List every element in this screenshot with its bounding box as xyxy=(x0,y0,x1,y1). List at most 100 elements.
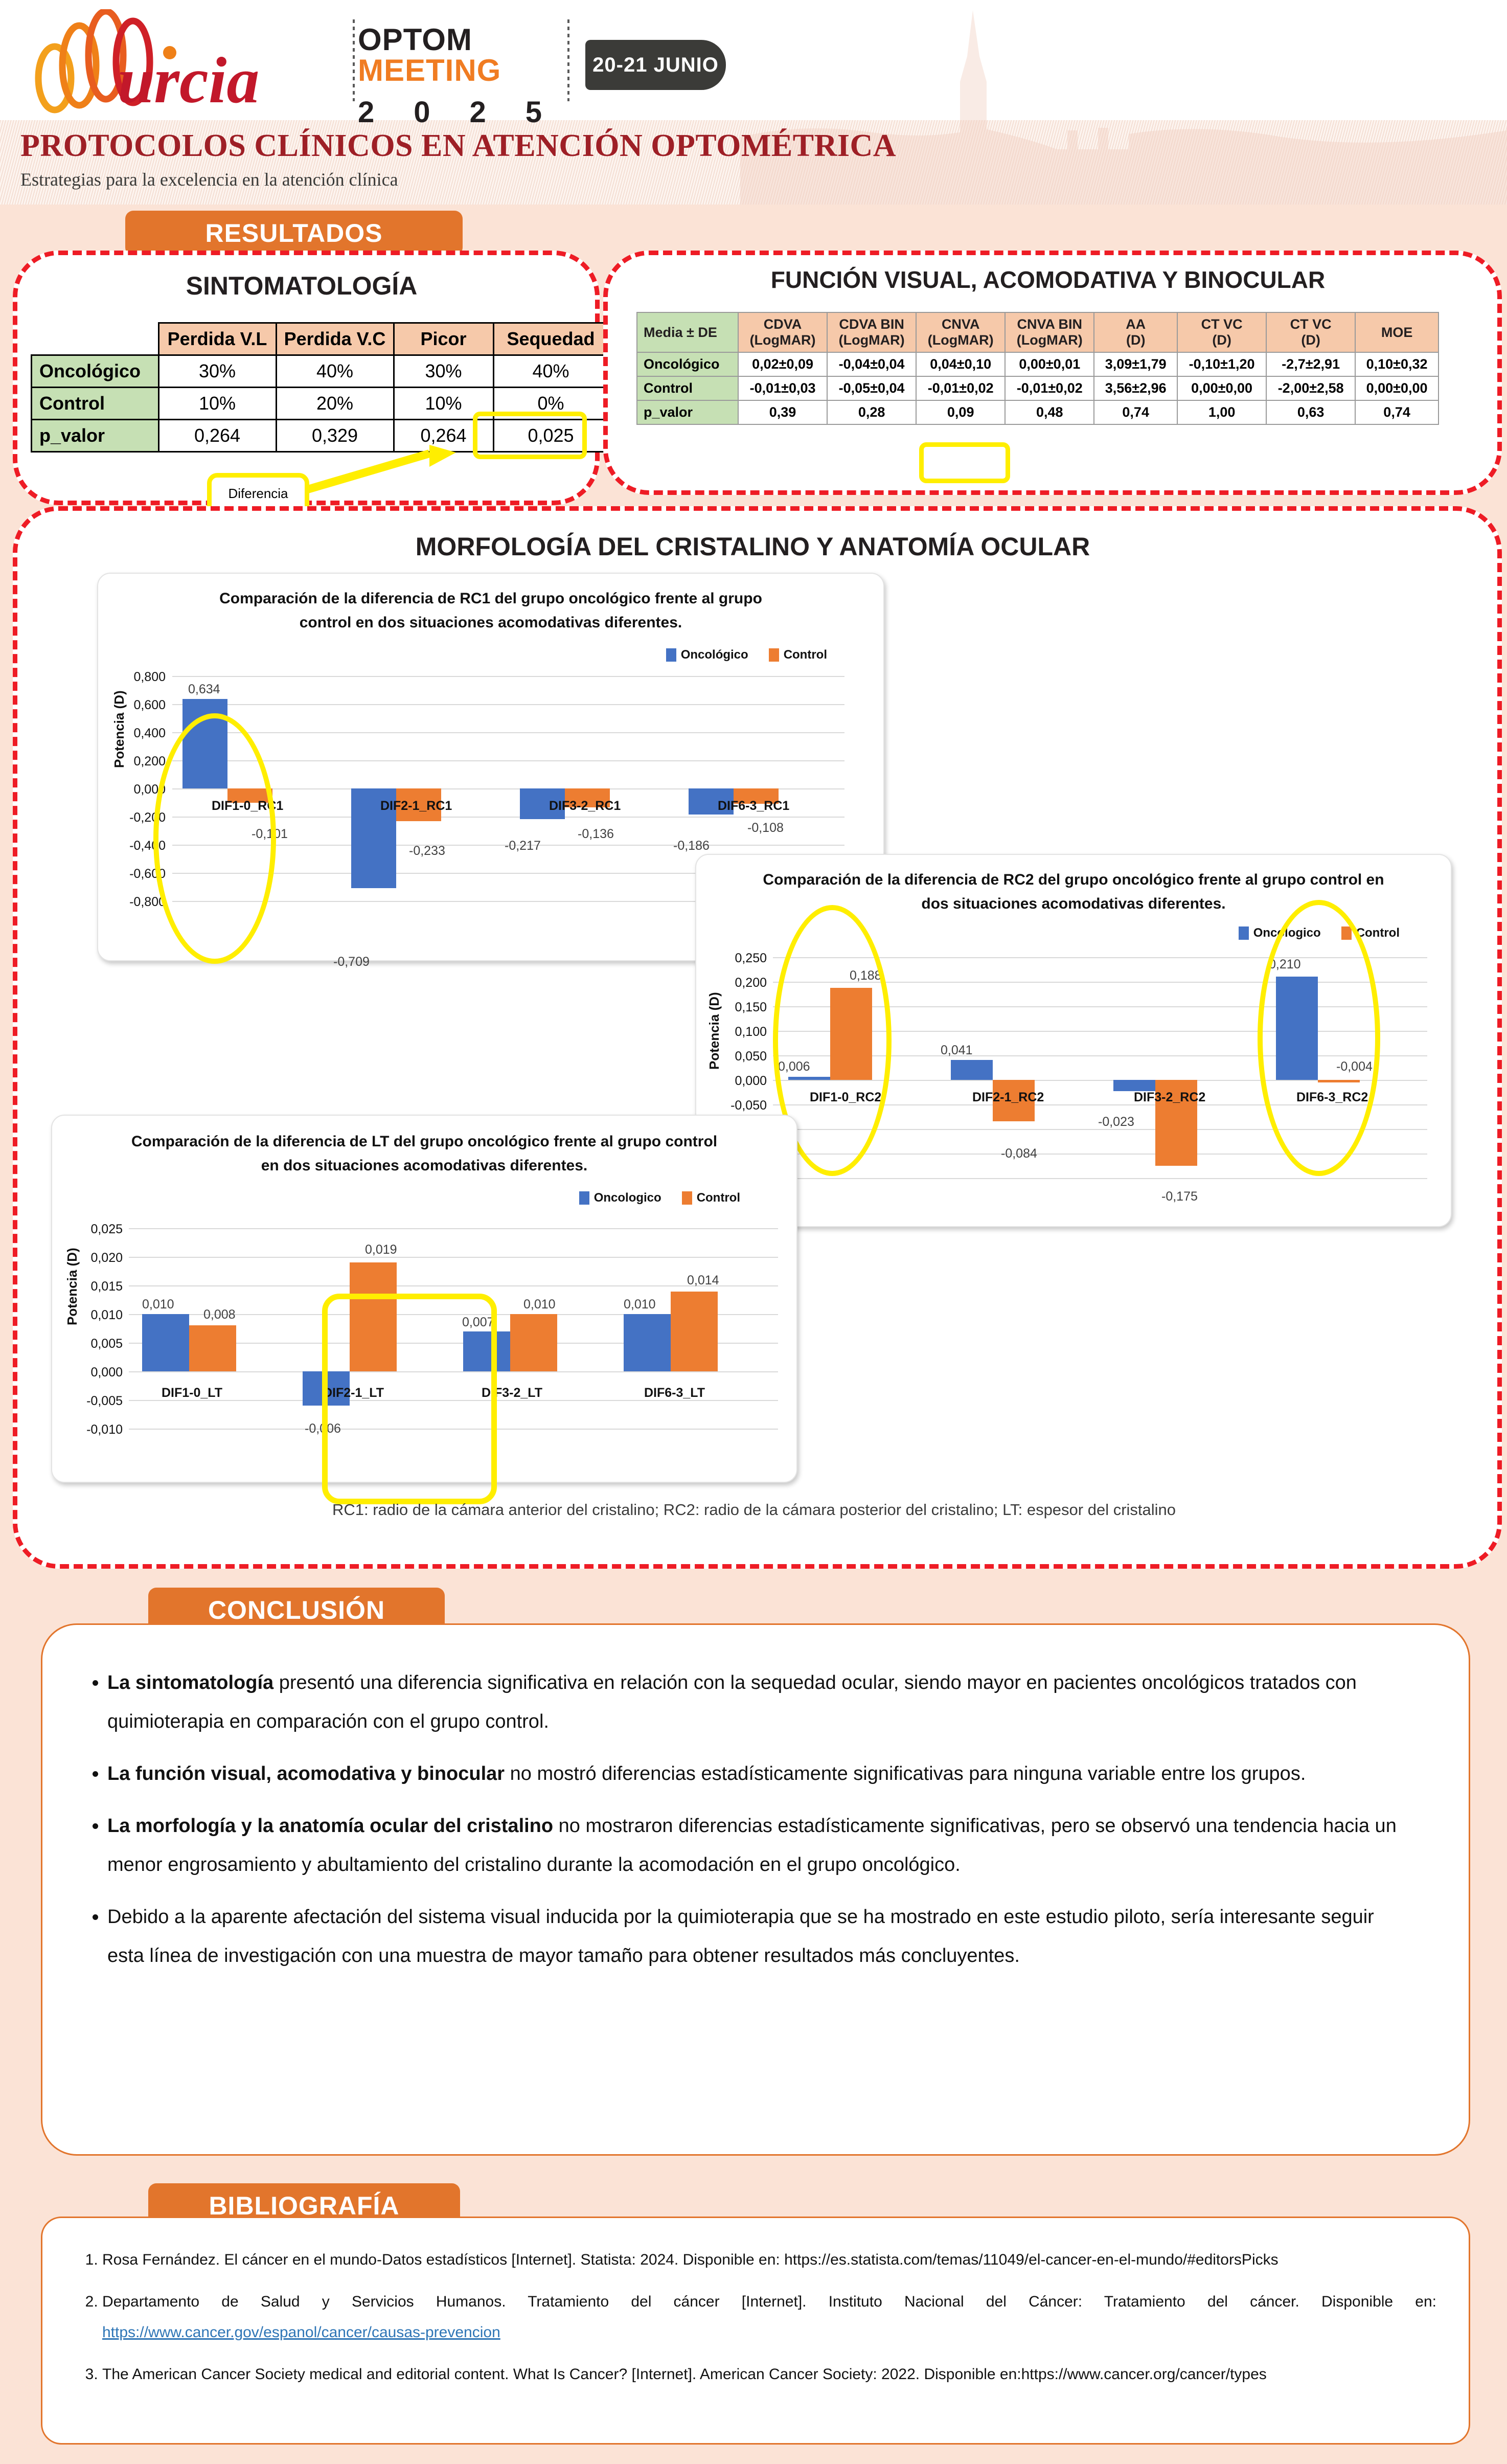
ytick-rc2-0: 0,250 xyxy=(735,951,767,965)
table-header-row: Perdida V.L Perdida V.C Picor Sequedad xyxy=(32,322,609,356)
list-item: Debido a la aparente afectación del sist… xyxy=(107,1897,1416,1975)
chart-rc1-plot xyxy=(172,676,844,902)
col-name-3: CNVA BIN xyxy=(1017,317,1083,332)
sintomatologia-table: Perdida V.L Perdida V.C Picor Sequedad O… xyxy=(31,322,609,453)
bar-rc1-ctl-2 xyxy=(565,788,610,807)
cell-1-6: -2,00±2,58 xyxy=(1266,376,1356,401)
bar-lt-ctl-1 xyxy=(350,1262,397,1371)
row-label-0: Oncológico xyxy=(636,352,739,377)
bar-rc1-ctl-1 xyxy=(396,788,441,821)
catlab-rc1-0: DIF1-0_RC1 xyxy=(212,799,284,813)
col-name-1: CDVA BIN xyxy=(839,317,904,332)
cell-1-2: -0,01±0,02 xyxy=(916,376,1006,401)
list-item: La sintomatología presentó una diferenci… xyxy=(107,1663,1416,1741)
year-row: 2 0 2 5 xyxy=(358,95,542,129)
col-name-2: CNVA xyxy=(941,317,980,332)
col-header-4: AA (D) xyxy=(1093,312,1178,353)
cell-0-3: 40% xyxy=(492,354,609,388)
poster-header: urcia OPTOM MEETING 2 0 2 5 20-21 JUNIO … xyxy=(0,0,1507,205)
reference-text-1: Departamento de Salud y Servicios Humano… xyxy=(102,2293,1436,2310)
cell-2-4: 0,74 xyxy=(1093,400,1178,425)
legend-swatch-oncologico xyxy=(1238,926,1249,940)
ytick-lt-1: 0,020 xyxy=(90,1251,123,1265)
list-item: La función visual, acomodativa y binocul… xyxy=(107,1754,1416,1793)
ytick-rc2-1: 0,200 xyxy=(735,976,767,990)
cell-0-6: -2,7±2,91 xyxy=(1266,352,1356,377)
cell-1-1: 20% xyxy=(275,387,395,420)
cell-0-1: -0,04±0,04 xyxy=(827,352,917,377)
col-header-0: CDVA (LogMAR) xyxy=(737,312,828,353)
legend-label-oncologico: Oncologico xyxy=(1253,926,1321,940)
ytick-lt-6: -0,005 xyxy=(86,1394,123,1408)
row-label-0: Oncológico xyxy=(31,354,159,388)
year-digit-4: 5 xyxy=(525,96,542,129)
col-header-2: Picor xyxy=(393,322,494,356)
legend-swatch-control xyxy=(681,1191,692,1205)
col-header-7: MOE xyxy=(1355,312,1439,353)
catlab-lt-2: DIF3-2_LT xyxy=(482,1386,542,1400)
legend-swatch-oncologico xyxy=(579,1191,589,1205)
ytick-lt-3: 0,010 xyxy=(90,1308,123,1322)
svg-text:urcia: urcia xyxy=(118,44,259,117)
row-label-2: p_valor xyxy=(31,419,159,453)
murcia-logo-icon: urcia xyxy=(35,9,259,117)
bar-rc1-onc-3 xyxy=(689,788,734,815)
reference-text-2: The American Cancer Society medical and … xyxy=(102,2366,1267,2383)
legend-label-control: Control xyxy=(696,1191,740,1205)
cell-0-2: 30% xyxy=(393,354,494,388)
dlabel-rc1-ctl-3: -0,108 xyxy=(747,821,784,835)
dlabel-lt-onc-0: 0,010 xyxy=(142,1297,174,1312)
ytick-rc2-6: -0,050 xyxy=(730,1098,767,1113)
bar-rc1-onc-1 xyxy=(351,788,396,888)
dlabel-lt-ctl-3: 0,014 xyxy=(687,1273,719,1287)
reference-text-0: Rosa Fernández. El cáncer en el mundo-Da… xyxy=(102,2251,1278,2268)
section-tab-resultados: RESULTADOS xyxy=(125,211,463,256)
funcion-visual-table: Media ± DE CDVA (LogMAR) CDVA BIN (LogMA… xyxy=(636,312,1439,425)
conclusion-bold-2: La morfología y la anatomía ocular del c… xyxy=(107,1815,554,1837)
bar-rc2-onc-2 xyxy=(1113,1080,1155,1091)
row-label-1: Control xyxy=(636,376,739,401)
dlabel-rc1-onc-3: -0,186 xyxy=(673,839,710,853)
col-header-1: CDVA BIN (LogMAR) xyxy=(827,312,917,353)
table-row: Control 10% 20% 10% 0% xyxy=(31,387,609,420)
divider-right xyxy=(567,19,569,101)
cell-2-3: 0,48 xyxy=(1004,400,1095,425)
bar-rc2-ctl-0 xyxy=(830,988,872,1080)
dlabel-rc2-ctl-2: -0,175 xyxy=(1161,1189,1198,1204)
bar-lt-onc-0 xyxy=(142,1314,189,1371)
catlab-rc2-1: DIF2-1_RC2 xyxy=(972,1090,1044,1104)
conclusion-bold-0: La sintomatología xyxy=(107,1672,274,1693)
dlabel-rc1-onc-0: 0,634 xyxy=(188,682,220,696)
date-badge: 20-21 JUNIO xyxy=(585,40,726,90)
dlabel-lt-onc-1: -0,006 xyxy=(305,1421,341,1436)
chart-rc2-legend: Oncologico Control xyxy=(696,926,1400,940)
bar-lt-onc-2 xyxy=(463,1331,510,1371)
cell-2-7: 0,74 xyxy=(1355,400,1439,425)
cell-0-3: 0,00±0,01 xyxy=(1004,352,1095,377)
dlabel-rc2-onc-0: 0,006 xyxy=(778,1059,810,1074)
dlabel-rc2-ctl-0: 0,188 xyxy=(850,968,882,983)
meeting-word: MEETING xyxy=(358,53,501,87)
poster-title: PROTOCOLOS CLÍNICOS EN ATENCIÓN OPTOMÉTR… xyxy=(20,128,897,163)
cell-1-0: -0,01±0,03 xyxy=(737,376,828,401)
dlabel-rc1-ctl-2: -0,136 xyxy=(578,827,614,841)
catlab-rc2-0: DIF1-0_RC2 xyxy=(810,1090,882,1104)
col-name-5: CT VC xyxy=(1201,317,1243,332)
reference-link-1[interactable]: https://www.cancer.gov/espanol/cancer/ca… xyxy=(102,2324,500,2341)
ytick-rc2-2: 0,150 xyxy=(735,1000,767,1014)
legend-label-control: Control xyxy=(1356,926,1400,940)
bar-rc1-ctl-3 xyxy=(734,788,779,804)
divider-left xyxy=(353,19,355,101)
table-row: Oncológico 30% 40% 30% 40% xyxy=(31,354,609,388)
catlab-rc1-3: DIF6-3_RC1 xyxy=(718,799,790,813)
bar-rc1-ctl-0 xyxy=(227,788,272,803)
conclusion-bold-1: La función visual, acomodativa y binocul… xyxy=(107,1763,505,1784)
conclusion-text-3: Debido a la aparente afectación del sist… xyxy=(107,1906,1374,1966)
catlab-lt-0: DIF1-0_LT xyxy=(162,1386,222,1400)
cell-0-2: 0,04±0,10 xyxy=(916,352,1006,377)
chart-lt-legend: Oncologico Control xyxy=(52,1191,740,1205)
ytick-rc2-3: 0,100 xyxy=(735,1025,767,1039)
ytick-rc1-0: 0,800 xyxy=(133,670,166,684)
col-name-0: CDVA xyxy=(763,317,802,332)
cell-2-0: 0,264 xyxy=(157,419,277,453)
